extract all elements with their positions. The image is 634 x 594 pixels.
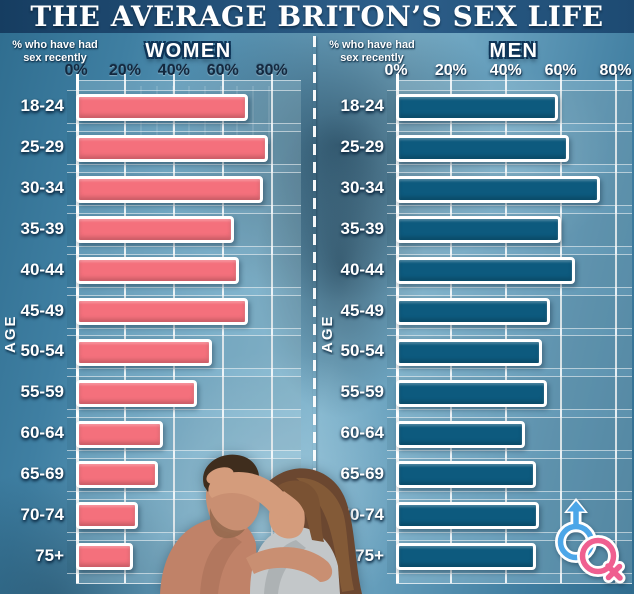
- age-label: 35-39: [20, 218, 64, 238]
- chart-row: [387, 209, 632, 250]
- chart-row: [67, 209, 301, 250]
- bar-women-30-34: [76, 175, 263, 203]
- bar-women-45-49: [76, 298, 249, 326]
- axis-tick-label: 40%: [489, 62, 522, 79]
- bar-men-60-64: [396, 420, 526, 448]
- bar-men-70-74: [396, 502, 540, 530]
- y-axis-title: AGE: [319, 314, 336, 353]
- bar-women-50-54: [76, 338, 212, 366]
- age-label: 70-74: [20, 504, 64, 524]
- age-label: 75+: [355, 545, 384, 565]
- title-band: THE AVERAGE BRITON’S SEX LIFE: [0, 0, 634, 33]
- age-labels-column: 18-24 25-29 30-34 35-39 40-44 45-49 50-54 55-59…: [0, 80, 64, 582]
- bar-men-25-29: [396, 134, 570, 162]
- chart-row: [67, 291, 301, 332]
- axis-tick-label: 60%: [544, 62, 577, 79]
- age-label: 35-39: [340, 218, 384, 238]
- chart-row: [387, 373, 632, 414]
- age-label: 45-49: [20, 300, 64, 320]
- bar-men-55-59: [396, 379, 548, 407]
- bar-women-18-24: [76, 93, 249, 121]
- chart-row: [387, 128, 632, 169]
- chart-row: [67, 495, 301, 536]
- age-label: 18-24: [340, 96, 384, 116]
- bar-men-45-49: [396, 298, 551, 326]
- chart-row: [67, 169, 301, 210]
- chart-row: [387, 250, 632, 291]
- age-label: 30-34: [340, 178, 384, 198]
- bar-women-70-74: [76, 502, 139, 530]
- chart-row: [67, 332, 301, 373]
- chart-row: [67, 414, 301, 455]
- bar-women-40-44: [76, 257, 239, 285]
- bar-women-75+: [76, 543, 134, 571]
- bar-women-65-69: [76, 461, 158, 489]
- age-label: 60-64: [20, 423, 64, 443]
- age-label: 70-74: [340, 504, 384, 524]
- chart-row: [387, 291, 632, 332]
- chart-row: [67, 250, 301, 291]
- page-title: THE AVERAGE BRITON’S SEX LIFE: [30, 0, 604, 33]
- age-label: 40-44: [20, 259, 64, 279]
- age-label: 60-64: [340, 423, 384, 443]
- chart-note: % who have had sex recently: [12, 39, 98, 64]
- age-label: 55-59: [20, 382, 64, 402]
- age-label: 65-69: [340, 463, 384, 483]
- y-axis-title: AGE: [2, 314, 19, 353]
- bar-women-35-39: [76, 216, 234, 244]
- age-label: 25-29: [340, 137, 384, 157]
- female-symbol-icon: [577, 535, 626, 584]
- bar-men-30-34: [396, 175, 600, 203]
- age-label: 30-34: [20, 178, 64, 198]
- age-label: 18-24: [20, 96, 64, 116]
- bar-men-50-54: [396, 338, 542, 366]
- chart-row: [387, 495, 632, 536]
- couple-photo: [160, 454, 362, 594]
- chart-row: [387, 169, 632, 210]
- chart-header-men: MEN: [489, 40, 539, 62]
- axis-tick-label: 80%: [599, 62, 632, 79]
- gender-symbols-icon: [555, 498, 626, 584]
- chart-header-women: WOMEN: [145, 40, 232, 62]
- chart-row: [67, 87, 301, 128]
- age-label: 25-29: [20, 137, 64, 157]
- age-label: 50-54: [20, 341, 64, 361]
- age-label: 55-59: [340, 382, 384, 402]
- age-label: 65-69: [20, 463, 64, 483]
- chart-row: [67, 128, 301, 169]
- bar-women-25-29: [76, 134, 268, 162]
- chart-row: [387, 87, 632, 128]
- axis-tick-label: 0%: [64, 62, 88, 79]
- bar-men-65-69: [396, 461, 537, 489]
- chart-row: [387, 454, 632, 495]
- bar-men-35-39: [396, 216, 562, 244]
- bar-men-75+: [396, 543, 537, 571]
- age-label: 75+: [35, 545, 64, 565]
- bar-men-40-44: [396, 257, 575, 285]
- bar-men-18-24: [396, 93, 559, 121]
- chart-row: [387, 332, 632, 373]
- chart-row: [67, 373, 301, 414]
- bar-women-55-59: [76, 379, 197, 407]
- bar-women-60-64: [76, 420, 163, 448]
- axis-tick-label: 20%: [108, 62, 141, 79]
- chart-row: [387, 414, 632, 455]
